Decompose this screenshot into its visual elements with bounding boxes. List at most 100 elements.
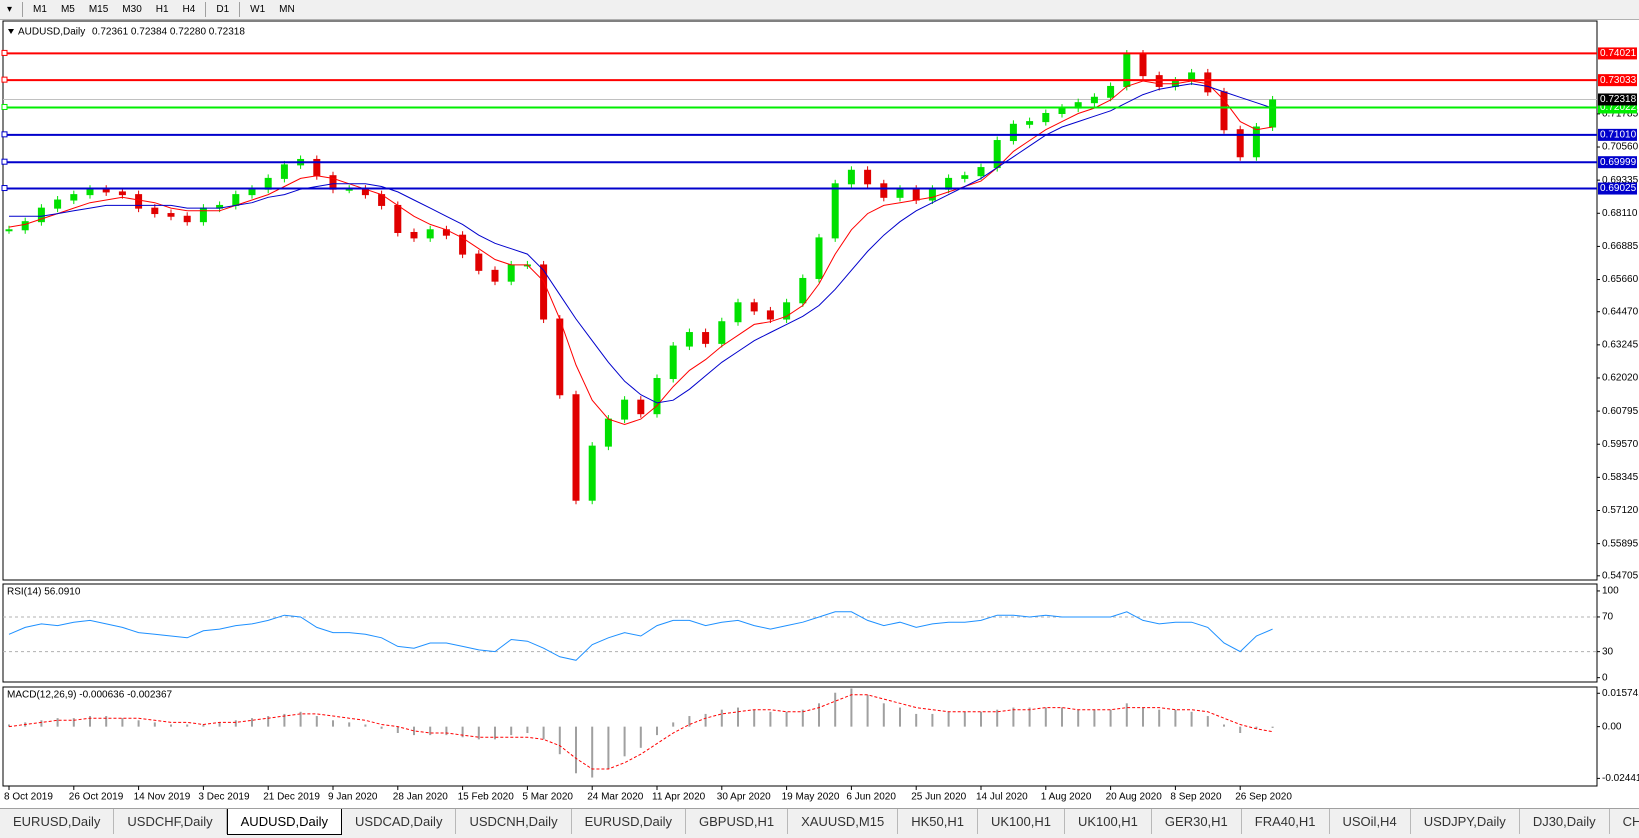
macd-bar (445, 726, 448, 736)
macd-bar (785, 711, 788, 727)
candle-body (248, 188, 256, 196)
ohlc-text: 0.72361 0.72384 0.72280 0.72318 (92, 27, 245, 38)
macd-bar (380, 726, 383, 729)
candle-body (734, 302, 742, 323)
chart-tab[interactable]: AUDUSD,Daily (226, 809, 343, 835)
timeframe-button[interactable]: M1 (33, 4, 47, 15)
candle-body (1009, 123, 1017, 142)
macd-bar (704, 713, 707, 727)
x-tick-label: 8 Oct 2019 (4, 792, 53, 803)
candle-body (1236, 129, 1244, 158)
level-handle (1, 131, 8, 138)
candle-body (621, 399, 629, 420)
collapse-arrow[interactable] (8, 29, 14, 34)
current-price-label: 0.72318 (1600, 94, 1637, 105)
x-tick-label: 30 Apr 2020 (717, 792, 771, 803)
macd-bar (72, 718, 75, 727)
candle-body (637, 399, 645, 415)
timeframe-button[interactable]: H1 (155, 4, 169, 15)
timeframe-button[interactable]: MN (279, 4, 295, 15)
candle-body (766, 310, 774, 320)
chart-tab[interactable]: GER30,H1 (1152, 809, 1242, 834)
macd-bar (866, 694, 869, 727)
candle-body (750, 302, 758, 312)
macd-bar (461, 726, 464, 738)
macd-bar (202, 724, 205, 727)
timeframe-button[interactable]: M15 (88, 4, 109, 15)
x-tick-label: 28 Jan 2020 (393, 792, 448, 803)
chart-tab[interactable]: EURUSD,Daily (0, 809, 115, 834)
chart-tab[interactable]: XAUUSD,M15 (788, 809, 899, 834)
chart-tab[interactable]: USDCAD,Daily (342, 809, 457, 834)
chart-tab[interactable]: UK100,H1 (978, 809, 1065, 834)
macd-bar (1044, 707, 1047, 727)
chart-tab[interactable]: UK100,H1 (1065, 809, 1152, 834)
candle-body (507, 264, 515, 282)
timeframe-button[interactable]: M30 (122, 4, 142, 15)
y-tick-label: 0.60795 (1602, 406, 1639, 417)
timeframe-button[interactable]: H4 (182, 4, 196, 15)
macd-bar (1174, 709, 1177, 727)
chart-tab[interactable]: FRA40,H1 (1242, 809, 1330, 834)
candle-body (718, 321, 726, 344)
candle-body (604, 418, 612, 447)
macd-bar (834, 692, 837, 727)
level-label: 0.69999 (1600, 157, 1637, 168)
chart-tab[interactable]: USDCHF,Daily (114, 809, 227, 834)
candle-body (394, 204, 402, 233)
macd-bar (801, 709, 804, 727)
candle-body (815, 237, 823, 279)
macd-bar (899, 707, 901, 727)
candle-body (653, 378, 661, 415)
toolbar: ▾ M1 M5 M15 M30 H1 H4 D1 W1 MN (0, 0, 1639, 20)
chart-tab[interactable]: EURUSD,Daily (572, 809, 686, 834)
candle-body (491, 269, 499, 282)
candle-body (685, 332, 693, 347)
candle-body (993, 140, 1001, 169)
timeframe-button[interactable]: M5 (60, 4, 75, 15)
chart-tab[interactable]: HK50,H1 (898, 809, 978, 834)
level-label: 0.72022 (1600, 102, 1637, 113)
level-handle (1, 158, 8, 165)
symbol-title: AUDUSD,Daily (18, 27, 85, 38)
y-tick-label: 0.015741 (1602, 688, 1639, 699)
x-tick-label: 8 Sep 2020 (1170, 792, 1222, 803)
x-tick-label: 6 Jun 2020 (846, 792, 896, 803)
macd-bar (8, 724, 10, 727)
menu-arrow[interactable]: ▾ (7, 4, 13, 15)
macd-bar (477, 726, 480, 740)
rsi-panel (2, 583, 1598, 683)
chart-tab[interactable]: USDJPY,Daily (1411, 809, 1520, 834)
timeframe-button[interactable]: W1 (250, 4, 266, 15)
moving-average (8, 80, 1273, 426)
chart-tab[interactable]: USDCNH,Daily (456, 809, 572, 834)
chart-tab[interactable]: GBPUSD,H1 (686, 809, 789, 834)
level-label-box (1598, 74, 1637, 87)
separator (205, 2, 207, 17)
y-tick-label: 0.00 (1602, 721, 1622, 732)
y-tick-label: 0.63245 (1602, 339, 1639, 350)
candle-body (540, 264, 548, 320)
level-label: 0.71010 (1600, 129, 1637, 140)
candle-body (426, 229, 434, 239)
macd-bar (575, 726, 577, 774)
level-label-box (1598, 182, 1637, 195)
chart-tab[interactable]: CHINA300,H1 (1610, 809, 1639, 834)
moving-average (9, 83, 1273, 404)
macd-bar (1190, 711, 1193, 727)
macd-bar (1077, 709, 1080, 727)
candle-body (54, 199, 62, 209)
chart-tab[interactable]: USOil,H4 (1330, 809, 1411, 834)
candle-body (86, 188, 94, 196)
timeframe-button[interactable]: D1 (216, 4, 230, 15)
candle-body (783, 302, 791, 320)
candle-body (961, 175, 969, 179)
level-handle (1, 76, 8, 83)
chart-tab[interactable]: DJ30,Daily (1520, 809, 1610, 834)
candle-body (199, 207, 207, 223)
macd-bar (1093, 709, 1096, 727)
x-tick-label: 24 Mar 2020 (587, 792, 644, 803)
candle-body (847, 169, 855, 185)
candle-body (5, 229, 13, 232)
